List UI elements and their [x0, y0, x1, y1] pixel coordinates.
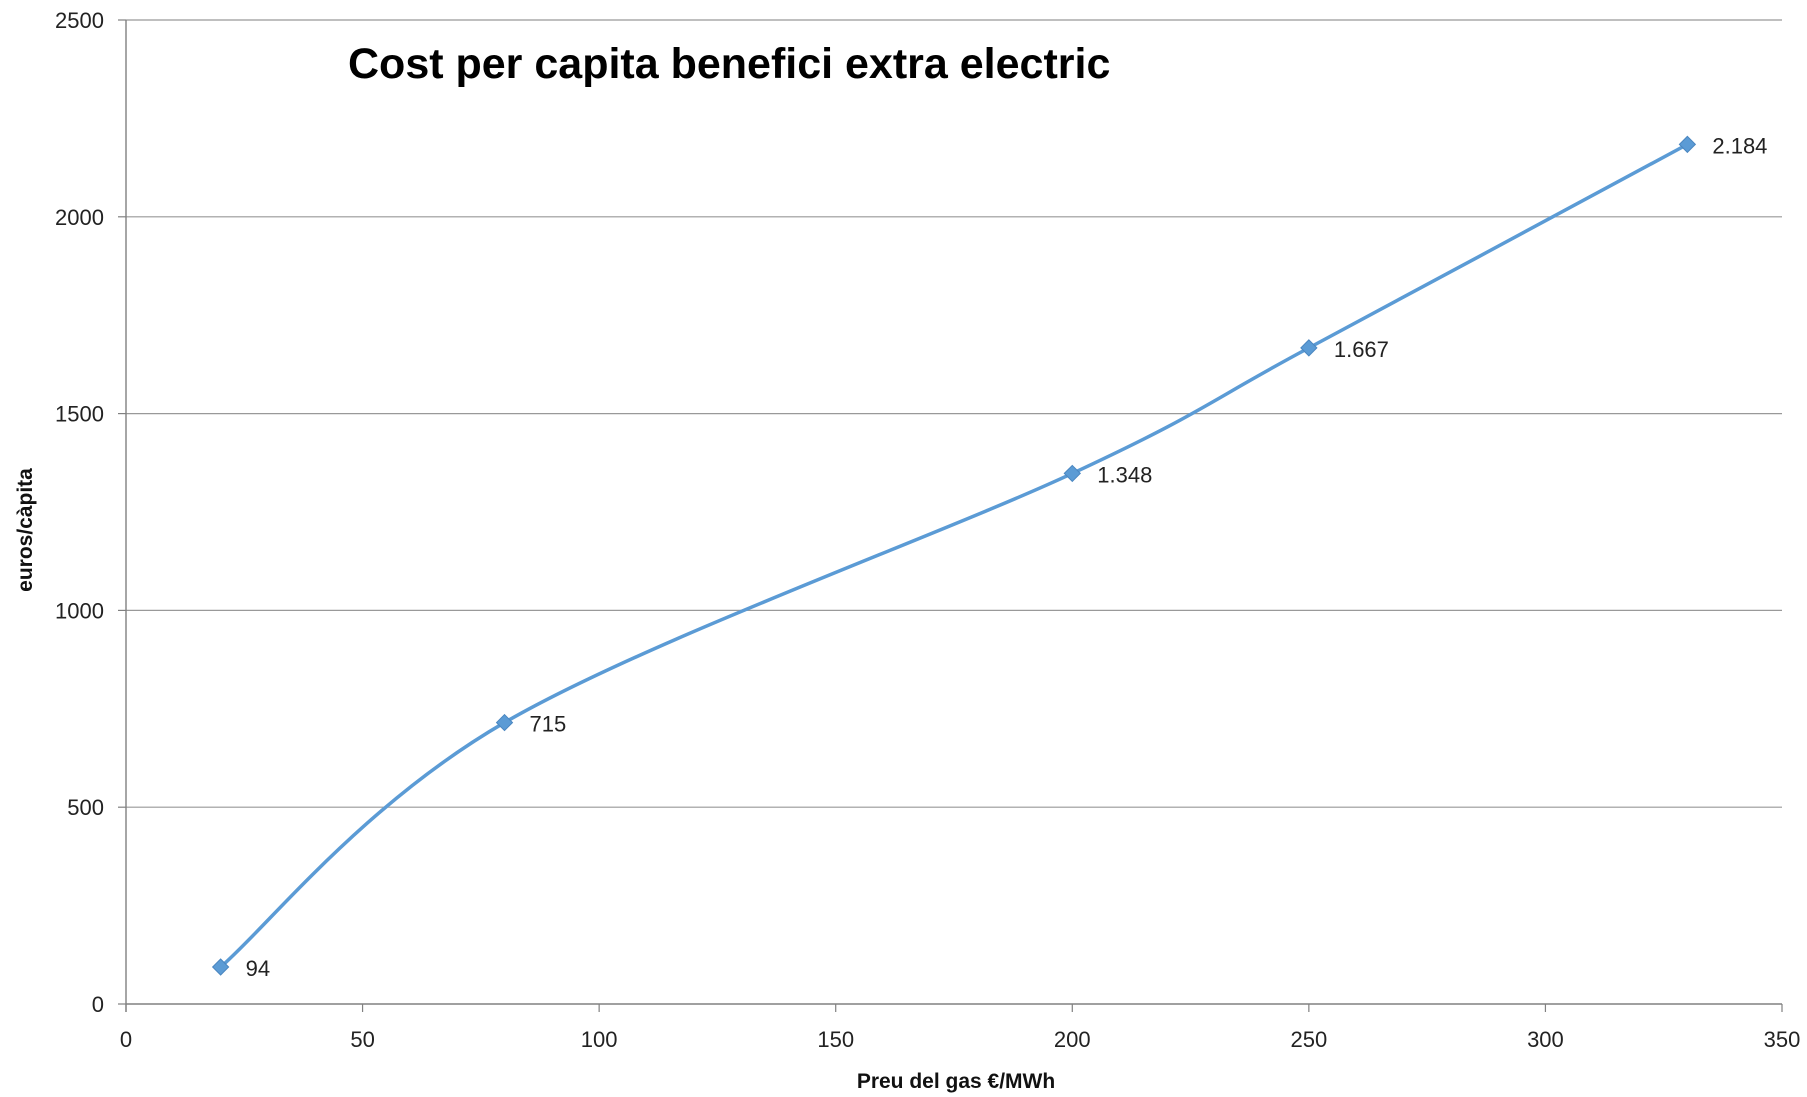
y-axis-title: euros/càpita: [14, 468, 37, 592]
y-tick-label: 2000: [55, 205, 104, 230]
data-point-marker: [1300, 339, 1318, 357]
chart-title: Cost per capita benefici extra electric: [348, 40, 1110, 88]
gridlines: [126, 19, 1782, 808]
data-point-marker: [1678, 135, 1697, 154]
data-label: 2.184: [1712, 133, 1767, 158]
x-tick-label: 300: [1527, 1027, 1564, 1052]
y-tick-labels: 0 500 1000 1500 2000 2500: [55, 8, 104, 1017]
x-tick-label: 250: [1290, 1027, 1327, 1052]
y-tick-label: 0: [92, 992, 104, 1017]
data-point-marker: [1063, 464, 1081, 483]
data-label: 94: [246, 956, 270, 981]
data-label: 1.667: [1334, 337, 1389, 362]
x-tick-label: 350: [1764, 1027, 1801, 1052]
y-tick-label: 2500: [55, 8, 104, 33]
y-tick-label: 500: [67, 795, 104, 820]
data-point-marker: [211, 958, 230, 976]
series-line: [218, 142, 1690, 969]
x-tick-labels: 0 50 100 150 200 250 300 350: [120, 1027, 1800, 1052]
x-tick-label: 200: [1054, 1027, 1091, 1052]
data-point-marker: [495, 713, 514, 732]
data-label: 715: [530, 712, 567, 737]
x-tick-label: 0: [120, 1027, 132, 1052]
axes: [118, 19, 1783, 1012]
series-markers: [211, 135, 1697, 976]
y-tick-label: 1000: [55, 598, 104, 623]
x-axis-title: Preu del gas €/MWh: [857, 1070, 1055, 1093]
x-tick-label: 150: [817, 1027, 854, 1052]
x-tick-label: 100: [581, 1027, 618, 1052]
x-tick-label: 50: [350, 1027, 374, 1052]
data-labels: 94 715 1.348 1.667 2.184: [246, 133, 1768, 981]
series-line-group: [218, 142, 1690, 969]
data-label: 1.348: [1097, 462, 1152, 487]
y-tick-label: 1500: [55, 402, 104, 427]
